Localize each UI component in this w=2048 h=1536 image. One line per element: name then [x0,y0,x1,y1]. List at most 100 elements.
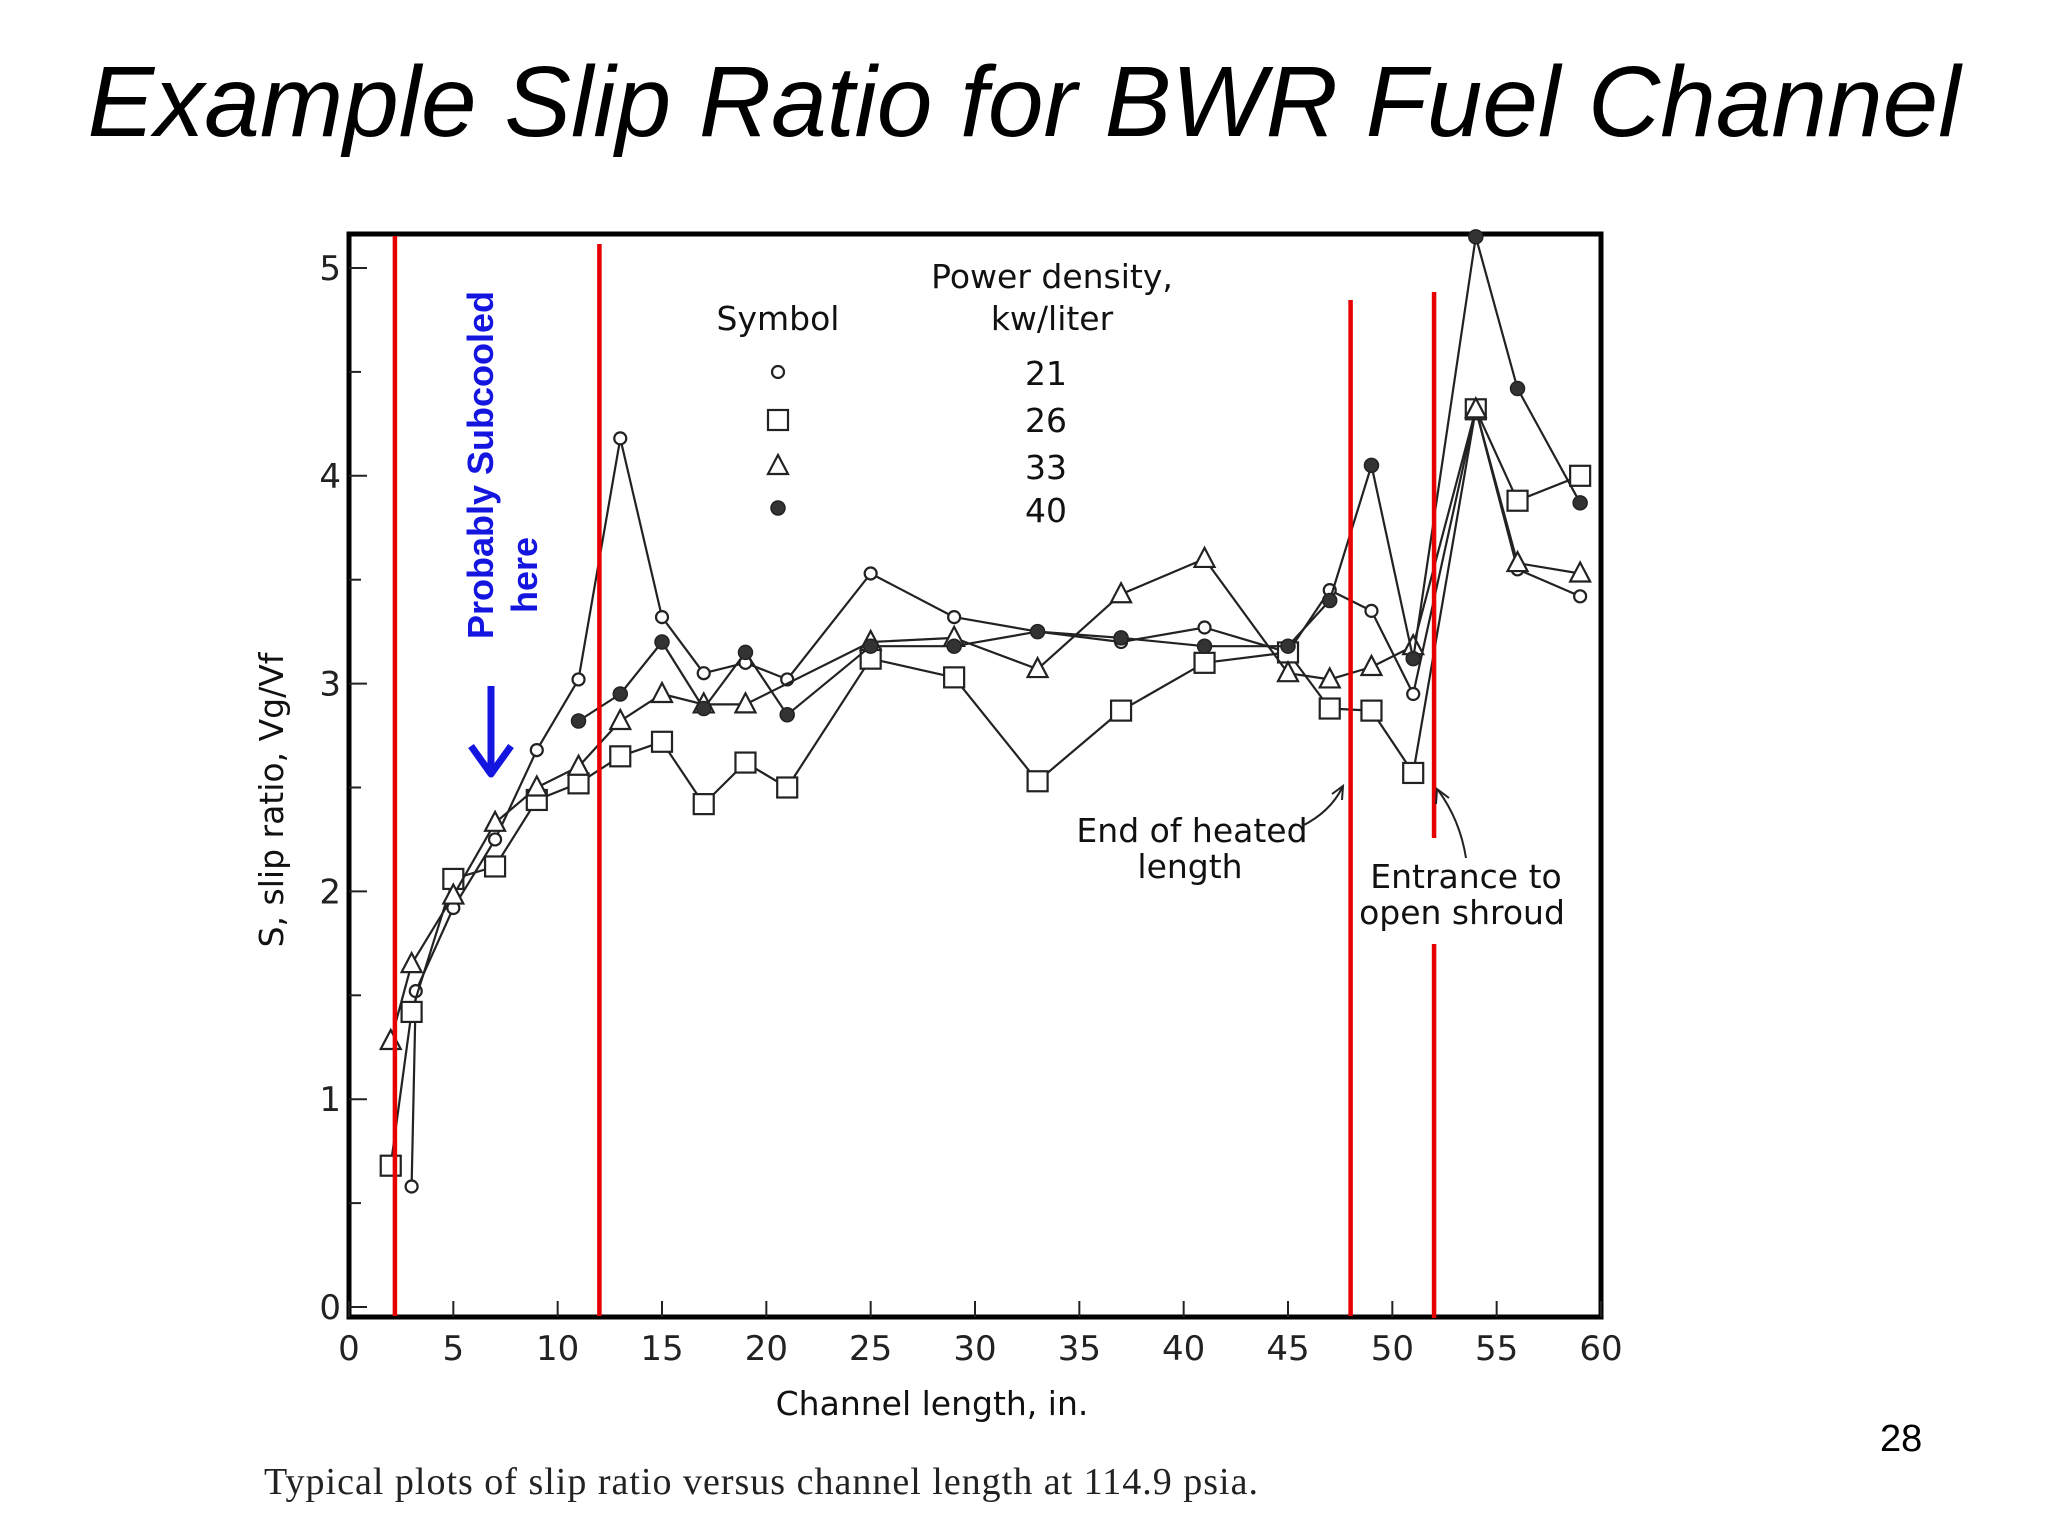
x-tick-label-40: 40 [1162,1329,1205,1369]
point-40-15 [1468,229,1484,245]
point-26-1 [400,1000,423,1024]
x-tick-label-30: 30 [953,1329,996,1369]
series-line-21 [410,408,1581,1187]
end-heated-arrowhead [1331,783,1345,801]
legend-symbol-header: Symbol [717,299,840,338]
shroud-text-2: open shroud [1359,893,1565,932]
x-tick-label-10: 10 [536,1329,579,1369]
point-33-20 [1505,549,1530,573]
point-26-15 [1193,651,1216,674]
point-40-12 [1321,592,1338,609]
point-21-3 [487,832,503,847]
point-33-3 [483,809,507,832]
point-33-14 [1192,545,1217,569]
x-tick-label-60: 60 [1579,1329,1622,1369]
x-tick-label-15: 15 [640,1329,683,1369]
subcooled-text-2: here [504,537,545,613]
point-21-7 [654,610,670,625]
y-tick-label-1: 1 [319,1080,341,1120]
point-33-9 [733,691,758,714]
point-33-4 [524,774,549,797]
point-40-0 [570,713,587,729]
down-arrow-icon [468,686,514,778]
x-tick-label-0: 0 [338,1329,360,1369]
point-40-2 [654,634,670,650]
point-26-10 [776,776,799,799]
series-40 [570,229,1588,729]
point-33-5 [566,753,591,776]
legend-value-40: 40 [1025,491,1067,530]
point-26-14 [1109,699,1133,722]
point-40-17 [1572,495,1588,511]
shroud-annotation: Entrance to open shroud [1359,787,1565,932]
point-40-5 [779,707,795,723]
point-33-19 [1463,395,1488,419]
legend: Symbol Power density, kw/liter 21 26 33 … [717,257,1173,530]
shroud-pointer [1437,789,1467,859]
point-33-21 [1568,560,1592,583]
point-26-6 [609,745,632,768]
series-33 [378,395,1592,1051]
point-33-15 [1276,659,1300,683]
point-40-6 [862,638,879,654]
point-33-6 [608,707,633,731]
slide-title: Example Slip Ratio for BWR Fuel Channel [87,46,1961,158]
x-tick-label-50: 50 [1371,1329,1414,1369]
point-26-0 [379,1154,402,1177]
point-33-16 [1317,666,1342,689]
vertical-marker-layer [392,236,1437,1318]
point-21-19 [1406,686,1421,702]
legend-markers [766,364,790,516]
legend-value-header-1: Power density, [931,257,1173,296]
y-tick-label-0: 0 [319,1288,341,1328]
point-33-0 [378,1027,403,1051]
point-21-8 [696,666,711,681]
end-heated-pointer [1301,787,1343,827]
legend-marker-26 [766,408,790,432]
legend-marker-21 [770,364,786,380]
point-26-21 [1506,489,1529,512]
point-33-12 [1025,655,1050,679]
x-axis-title: Channel length, in. [776,1384,1089,1423]
shroud-text-1: Entrance to [1370,857,1561,896]
point-40-11 [1280,638,1296,654]
point-40-1 [612,686,629,702]
point-33-13 [1109,580,1133,604]
end-heated-annotation: End of heated length [1076,783,1345,886]
legend-value-21: 21 [1025,354,1067,393]
end-heated-text-2: length [1137,847,1242,886]
x-tick-label-5: 5 [443,1329,465,1369]
point-21-4 [529,742,544,758]
legend-value-header-2: kw/liter [991,299,1114,338]
legend-marker-40 [770,500,786,516]
point-21-11 [863,566,878,581]
point-26-17 [1318,697,1341,720]
point-33-7 [650,680,674,704]
x-tick-label-35: 35 [1058,1329,1101,1369]
legend-value-26: 26 [1025,401,1067,440]
point-40-13 [1363,457,1380,474]
point-40-3 [695,700,712,717]
y-tick-label-5: 5 [319,249,341,289]
point-21-5 [571,672,586,687]
point-26-5 [567,772,590,795]
point-26-3 [483,855,507,878]
subcooled-annotation: Probably Subcooled here [460,291,545,778]
point-26-8 [692,793,715,816]
x-tick-label-55: 55 [1475,1329,1518,1369]
point-21-12 [947,610,962,625]
point-26-12 [943,666,966,689]
x-tick-label-45: 45 [1266,1329,1309,1369]
series-line-40 [577,235,1582,722]
point-40-7 [946,638,962,654]
point-40-4 [737,644,754,661]
point-26-9 [734,751,757,774]
point-26-19 [1402,761,1425,785]
point-21-0 [404,1179,419,1194]
page-number: 28 [1880,1418,1923,1460]
point-26-22 [1569,464,1592,487]
y-tick-label-3: 3 [319,665,341,705]
figure-caption: Typical plots of slip ratio versus chann… [264,1461,1259,1503]
